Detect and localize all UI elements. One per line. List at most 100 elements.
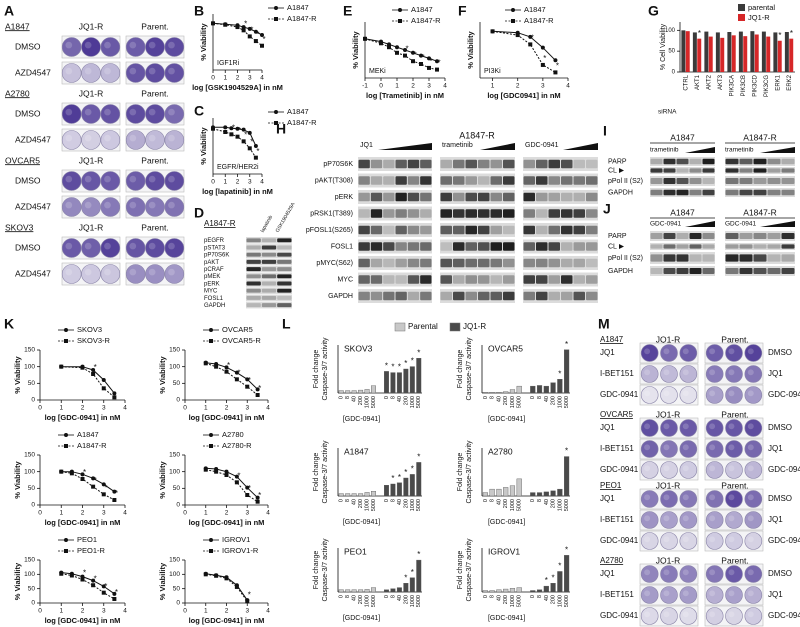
series-line (205, 467, 258, 499)
significance: * (262, 35, 265, 44)
well (81, 63, 101, 83)
blot-band (440, 291, 452, 301)
significance: * (417, 550, 420, 559)
blot-band (246, 274, 261, 279)
point (245, 599, 250, 604)
blot-band (503, 225, 515, 235)
bar (543, 385, 549, 394)
x-tick-label: 2 (225, 608, 229, 615)
blot-band (561, 209, 573, 218)
blot-band (650, 189, 663, 196)
annotation: EGFR/HER2i (217, 164, 259, 171)
blot-band (676, 178, 689, 184)
well-texture (682, 465, 689, 472)
x-tick-label: 0 (530, 499, 536, 502)
x-tick-label: 200 (503, 499, 509, 508)
blot-band (702, 168, 715, 173)
point (59, 571, 64, 576)
blot-band (561, 225, 573, 235)
legend-marker (511, 8, 515, 12)
well-texture (709, 536, 716, 543)
blot-band (383, 159, 395, 169)
column-label: JQ1-R (656, 555, 681, 565)
bar (550, 382, 556, 394)
well (660, 586, 678, 604)
row-label: AZD4547 (15, 268, 51, 278)
row-label: I-BET151 (600, 590, 634, 599)
blot-band (395, 258, 407, 268)
point (234, 480, 239, 485)
blot-band (561, 159, 573, 169)
row-label: pSTAT3 (204, 245, 226, 251)
x-axis-label: log [Trametinib] in nM (366, 91, 444, 100)
well (164, 130, 185, 150)
blot-band (650, 244, 663, 249)
blot-band (561, 258, 573, 268)
well-texture (682, 536, 689, 543)
well-texture (728, 494, 735, 501)
y-axis-label: % Viability (199, 126, 208, 164)
blot-band (523, 225, 535, 235)
bar (482, 590, 488, 593)
significance: * (94, 363, 97, 372)
well (705, 440, 724, 458)
well-texture (747, 444, 754, 451)
x-tick-label: 200 (403, 396, 409, 405)
point (241, 28, 246, 33)
column-label: Parent. (141, 88, 168, 98)
y-tick-label: 0 (31, 600, 35, 607)
well-texture (148, 268, 156, 276)
x-tick-label: 200 (358, 595, 364, 604)
treatment-label: trametinib (442, 142, 473, 149)
well-texture (104, 108, 111, 116)
blot-band (536, 176, 548, 185)
blot-band (395, 275, 407, 284)
x-axis-label: log [GDC-0941] in nM (189, 518, 265, 527)
x-tick-label: 2 (236, 75, 240, 82)
blot-band (277, 295, 292, 300)
x-tick-label: 40 (496, 499, 502, 505)
well-texture (747, 494, 754, 501)
blot-band (246, 288, 261, 293)
well-texture (644, 465, 651, 472)
blot-band (261, 274, 277, 279)
bar (371, 491, 376, 497)
significance: * (437, 59, 440, 68)
legend-marker (209, 328, 213, 332)
well (61, 104, 82, 124)
blot-band (548, 242, 560, 251)
blot-band (407, 291, 420, 301)
blot-band (739, 168, 753, 173)
x-axis-label: log [GDC-0941] in nM (45, 616, 121, 625)
bar (409, 366, 415, 394)
row-label: GDC-0941 (768, 390, 800, 399)
bar (364, 492, 370, 497)
x-tick-label: 200 (551, 499, 557, 508)
well (100, 197, 121, 217)
y-axis-label: % Viability (13, 562, 22, 600)
column-label: JQ1-R (656, 409, 681, 419)
well (125, 104, 146, 124)
well-texture (663, 423, 670, 430)
blot-band (478, 225, 490, 235)
row-label: pPol II (S2) (608, 255, 643, 262)
column-label: JQ1-R (656, 480, 681, 490)
well (100, 171, 121, 191)
well (679, 365, 698, 383)
significance: * (429, 57, 432, 66)
y-tick-label: 100 (24, 468, 35, 475)
well (640, 586, 659, 604)
significance: * (250, 137, 253, 146)
well (679, 532, 698, 550)
blot-band (453, 225, 465, 235)
legend-marker (64, 444, 68, 448)
significance: * (565, 545, 568, 554)
legend-label: IGROV1 (222, 535, 250, 544)
blot-band (261, 267, 277, 272)
bar (351, 390, 357, 394)
chart-title: SKOV3 (344, 343, 373, 353)
y-tick-label: 50 (173, 380, 181, 387)
point (80, 365, 85, 370)
well (145, 171, 165, 191)
bar (396, 587, 402, 593)
